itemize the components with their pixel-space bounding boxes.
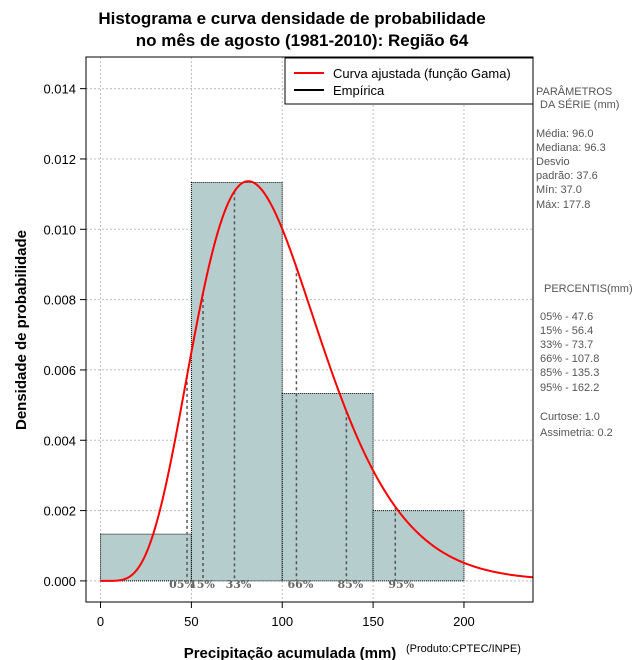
histogram-bar-2 <box>190 182 283 582</box>
y-tick-label: 0.010 <box>43 222 76 237</box>
param-median: Mediana: 96.3 <box>536 142 606 154</box>
percentil-33: 33% - 73.7 <box>540 339 593 351</box>
plot-frame <box>85 56 534 603</box>
histogram-bar-3 <box>281 392 374 582</box>
chart-title-line2: no mês de agosto (1981-2010): Região 64 <box>136 31 469 50</box>
y-tick-label: 0.012 <box>43 152 76 167</box>
chart-title-line1: Histograma e curva densidade de probabil… <box>98 9 485 28</box>
percentil-66: 66% - 107.8 <box>540 353 599 365</box>
x-tick-label: 150 <box>362 614 384 629</box>
params-title-line2: DA SÉRIE (mm) <box>540 98 619 111</box>
x-tick-label: 50 <box>184 614 198 629</box>
percentile-label-33: 33% <box>226 578 252 591</box>
percentile-label-66: 66% <box>288 578 314 591</box>
param-min: Mín: 37.0 <box>536 184 582 196</box>
histogram-bar-4 <box>372 510 465 582</box>
legend-curve-label: Curva ajustada (função Gama) <box>333 66 511 81</box>
histogram-bars <box>100 182 465 582</box>
param-max: Máx: 177.8 <box>536 199 590 211</box>
x-tick-label: 100 <box>271 614 293 629</box>
series-parameters-panel: PARÂMETROS DA SÉRIE (mm) Média: 96.0 Med… <box>536 85 619 211</box>
gamma-fitted-curve <box>100 180 534 582</box>
histogram-bar-1 <box>100 533 192 582</box>
percentile-label-85: 85% <box>338 578 364 591</box>
gamma-curve-layer <box>100 180 534 582</box>
legend-empirical-label: Empírica <box>333 83 385 98</box>
credit-text: (Produto:CPTEC/INPE) <box>406 643 521 655</box>
y-tick-label: 0.014 <box>43 82 76 97</box>
percentil-95: 95% - 162.2 <box>540 382 599 394</box>
percentil-85: 85% - 135.3 <box>540 367 599 379</box>
param-stddev-label: Desvio <box>536 156 570 168</box>
param-stddev: padrão: 37.6 <box>536 170 598 182</box>
y-tick-label: 0.000 <box>43 574 76 589</box>
percentil-15: 15% - 56.4 <box>540 325 593 337</box>
kurtosis: Curtose: 1.0 <box>540 411 600 423</box>
y-tick-label: 0.004 <box>43 433 76 448</box>
legend: Curva ajustada (função Gama) Empírica <box>284 57 534 105</box>
y-tick-label: 0.008 <box>43 293 76 308</box>
x-axis-label: Precipitação acumulada (mm) <box>184 645 397 660</box>
legend-box <box>284 57 534 105</box>
y-axis-label: Densidade de probabilidade <box>13 230 30 430</box>
x-tick-label: 0 <box>97 614 104 629</box>
y-tick-label: 0.002 <box>43 504 76 519</box>
params-title-line1: PARÂMETROS <box>536 85 612 98</box>
percentil-05: 05% - 47.6 <box>540 311 593 323</box>
percentiles-panel: PERCENTIS(mm) 05% - 47.6 15% - 56.4 33% … <box>540 283 633 439</box>
percentile-label-95: 95% <box>388 578 414 591</box>
param-mean: Média: 96.0 <box>536 128 593 140</box>
percentile-label-05: 05% <box>169 578 195 591</box>
x-tick-label: 200 <box>453 614 475 629</box>
percentile-markers: 05%15% 33% 66% 85% 95% <box>169 191 415 591</box>
percentis-title: PERCENTIS(mm) <box>544 283 633 295</box>
percentile-label-15: 15% <box>189 578 215 591</box>
skewness: Assimetria: 0.2 <box>540 427 613 439</box>
y-tick-label: 0.006 <box>43 363 76 378</box>
